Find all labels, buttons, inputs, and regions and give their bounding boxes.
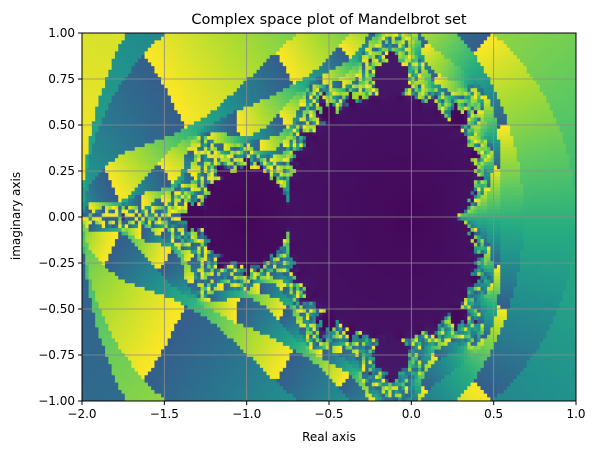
y-axis: 1.00 0.75 0.50 0.25 0.00 −0.25 −0.50 −0.75 −1.00 — [38, 26, 82, 408]
x-tick-label: 0.5 — [484, 407, 503, 421]
x-tick-label: −1.5 — [150, 407, 179, 421]
x-axis: −2.0 −1.5 −1.0 −0.5 0.0 0.5 1.0 — [67, 401, 586, 421]
y-tick-label: 0.50 — [48, 118, 75, 132]
y-tick-label: −0.25 — [38, 256, 75, 270]
x-tick-label: −2.0 — [67, 407, 96, 421]
x-axis-label: Real axis — [302, 430, 356, 444]
y-tick-label: 1.00 — [48, 26, 75, 40]
x-tick-label: −0.5 — [314, 407, 343, 421]
plot-area — [81, 32, 577, 402]
y-tick-label: 0.25 — [48, 164, 75, 178]
x-tick-label: 1.0 — [566, 407, 585, 421]
y-tick-label: 0.75 — [48, 72, 75, 86]
y-tick-label: −0.50 — [38, 302, 75, 316]
y-tick-label: −1.00 — [38, 394, 75, 408]
y-axis-label: imaginary axis — [9, 172, 23, 260]
chart-title: Complex space plot of Mandelbrot set — [191, 12, 467, 28]
x-tick-label: 0.0 — [402, 407, 421, 421]
mandelbrot-image — [82, 33, 577, 402]
y-tick-label: −0.75 — [38, 348, 75, 362]
y-tick-label: 0.00 — [48, 210, 75, 224]
x-tick-label: −1.0 — [232, 407, 261, 421]
